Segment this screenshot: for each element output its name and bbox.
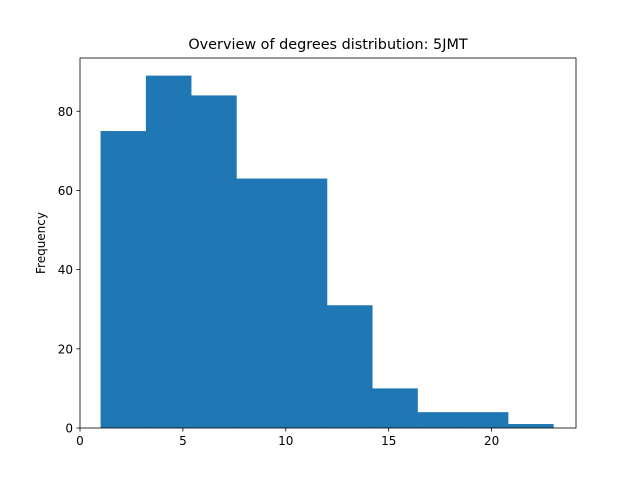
y-tick-label: 60 bbox=[58, 184, 73, 198]
x-tick-label: 5 bbox=[179, 434, 187, 448]
x-axis-ticks: 0 5 10 15 20 bbox=[76, 428, 499, 448]
x-tick-label: 15 bbox=[381, 434, 396, 448]
x-tick-label: 10 bbox=[278, 434, 293, 448]
histogram-bar bbox=[100, 131, 147, 429]
y-tick-label: 0 bbox=[65, 422, 73, 436]
bars-group bbox=[100, 75, 554, 429]
x-tick-label: 20 bbox=[484, 434, 499, 448]
histogram-bar bbox=[417, 412, 464, 428]
histogram-bar bbox=[372, 388, 418, 428]
plot-frame bbox=[79, 57, 577, 429]
y-tick-label: 80 bbox=[58, 105, 73, 119]
histogram-bar bbox=[326, 305, 373, 428]
x-tick-label: 0 bbox=[76, 434, 84, 448]
histogram-bar bbox=[236, 178, 282, 428]
histogram-bar bbox=[191, 95, 237, 428]
y-tick-label: 20 bbox=[58, 342, 73, 356]
histogram-bar bbox=[145, 75, 192, 428]
histogram-bar bbox=[281, 178, 328, 428]
y-tick-label: 40 bbox=[58, 263, 73, 277]
chart-title: Overview of degrees distribution: 5JMT bbox=[188, 37, 468, 53]
histogram-bar bbox=[508, 424, 554, 428]
histogram-bar bbox=[462, 412, 509, 428]
y-axis-label: Frequency bbox=[34, 212, 48, 274]
y-axis-ticks: 0 20 40 60 80 bbox=[58, 105, 80, 436]
